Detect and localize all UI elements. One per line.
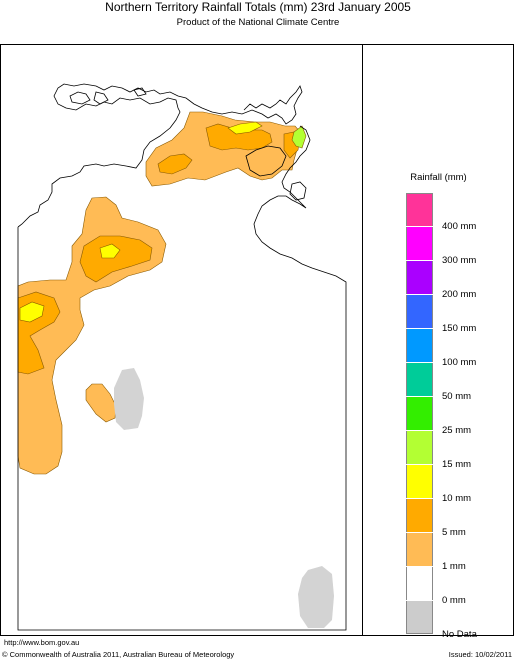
legend-swatch-5-mm [406,499,433,532]
legend-label: 15 mm [442,459,472,470]
legend-label: 25 mm [442,425,472,436]
island-groote [289,181,307,201]
legend-swatch-10-mm [406,465,433,498]
no-data-area-central [114,368,144,430]
no-data-regions [114,368,334,628]
rain-area-10mm-west-b [19,301,45,323]
rain-area-10mm-north [227,121,263,135]
legend-label: 50 mm [442,391,472,402]
legend-label: 200 mm [442,289,477,300]
gulf-inlet [245,145,287,177]
map-title: Northern Territory Rainfall Totals (mm) … [105,0,411,14]
legend-swatch-no-data [406,601,433,634]
issued-date: Issued: 10/02/2011 [448,650,512,659]
legend-swatch-1-mm [406,533,433,566]
legend-label: 5 mm [442,527,466,538]
legend-title: Rainfall (mm) [410,172,467,183]
legend-label: 150 mm [442,323,477,334]
rainfall-10mm-regions [19,121,307,323]
legend-swatch-15-mm [406,431,433,464]
legend-swatch-50-mm [406,363,433,396]
island-north-1 [69,91,91,105]
legend-label: 100 mm [442,357,477,368]
rain-area-15mm-north [291,125,307,149]
map-subtitle: Product of the National Climate Centre [176,17,340,28]
legend-swatch-0-mm [406,567,433,600]
map-frame [0,44,514,636]
island-north-2 [93,91,109,105]
territory-outline [17,83,347,631]
legend-label: 10 mm [442,493,472,504]
copyright-notice: © Commonwealth of Australia 2011, Austra… [2,650,235,659]
legend-label: 300 mm [442,255,477,266]
rain-area-10mm-west-a [99,243,121,259]
rain-area-5mm-north-c [157,153,193,175]
no-data-area-southeast [298,566,334,628]
legend-swatch-400-mm [406,193,433,226]
source-url: http://www.bom.gov.au [4,638,80,647]
legend-swatch-25-mm [406,397,433,430]
rainfall-map [17,83,347,631]
rain-area-5mm-west-a [79,235,153,283]
frame-divider [362,44,363,636]
legend-label: 1 mm [442,561,466,572]
legend-swatch-150-mm [406,295,433,328]
legend-label: 400 mm [442,221,477,232]
legend-swatch-300-mm [406,227,433,260]
rain-area-1mm-small [85,383,117,423]
island-north-3 [133,87,147,97]
legend-label: 0 mm [442,595,466,606]
rain-area-1mm-west [17,196,167,475]
legend-swatch-100-mm [406,329,433,362]
coastline [17,83,347,631]
legend-swatch-200-mm [406,261,433,294]
legend-label: No Data [442,629,477,640]
